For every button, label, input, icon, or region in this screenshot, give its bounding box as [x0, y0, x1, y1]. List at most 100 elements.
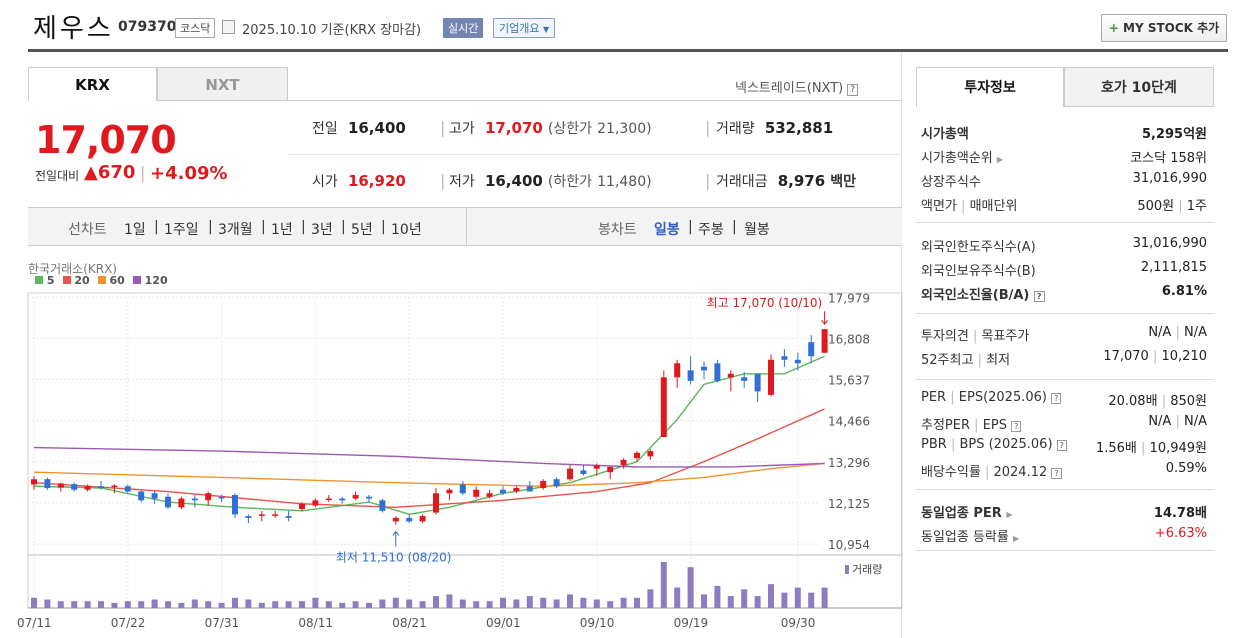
volume-bar: [634, 597, 640, 608]
volume-bar: [31, 597, 37, 608]
volume-bar: [674, 587, 681, 608]
volume-bar: [486, 601, 493, 608]
candle-body: [620, 459, 627, 466]
help-icon[interactable]: ?: [1051, 393, 1062, 404]
volume-bar: [124, 601, 131, 608]
min-arrow-icon: [392, 530, 400, 547]
candle-body: [593, 465, 600, 469]
low-price: 저가 16,400 (하한가 11,480): [449, 172, 652, 190]
row-value: +6.63%: [1154, 526, 1207, 541]
volume-bar: [57, 601, 64, 608]
tab-nxt[interactable]: NXT: [157, 67, 288, 101]
stock-code: 079370: [118, 19, 177, 35]
volume-bar: [540, 597, 547, 608]
separator: |: [140, 163, 146, 182]
volume-bar: [379, 599, 386, 608]
row-market-cap-rank[interactable]: 시가총액순위 ▶ 코스닥 158위: [921, 147, 1207, 167]
plus-icon: +: [1108, 21, 1119, 35]
x-tick-label: 08/21: [392, 616, 427, 630]
row-dividend: 배당수익률 | 2024.12 ? 0.59%: [921, 461, 1207, 481]
volume-bar: [71, 601, 78, 608]
section-divider: [916, 550, 1214, 551]
chevron-down-icon: ▼: [542, 25, 550, 34]
row-value: 14.78배: [1153, 506, 1207, 521]
row-value: 31,016,990: [1132, 236, 1207, 251]
candle-daily[interactable]: 일봉: [654, 222, 680, 238]
period-1y[interactable]: 1년: [271, 222, 293, 238]
row-foreign-limit: 외국인한도주식수(A) 31,016,990: [921, 236, 1207, 256]
change-amount: ▲670: [84, 162, 136, 183]
help-icon[interactable]: ?: [1033, 291, 1045, 302]
volume-bar: [392, 597, 399, 608]
ma5-line: [33, 355, 825, 516]
row-value: 0.59%: [1165, 461, 1207, 476]
row-value: N/A | N/A: [1148, 325, 1207, 340]
candle-body: [580, 470, 587, 474]
candle-body: [245, 516, 252, 518]
volume-bar: [178, 602, 185, 608]
row-value: 500원 | 1주: [1137, 199, 1207, 214]
tab-krx[interactable]: KRX: [28, 67, 157, 101]
volume-bar: [151, 599, 158, 608]
row-per: PER | EPS(2025.06) ? 20.08배 | 850원: [921, 390, 1207, 410]
period-10y[interactable]: 10년: [391, 222, 422, 238]
candle-body: [178, 498, 185, 508]
high-price: 고가 17,070 (상한가 21,300): [449, 119, 652, 137]
candle-body: [406, 517, 413, 522]
mystock-add-button[interactable]: + MY STOCK 추가: [1101, 14, 1227, 42]
candle-body: [218, 496, 225, 499]
prev-close: 전일 16,400: [312, 119, 406, 137]
legend-swatch: [62, 276, 71, 284]
candle-body: [513, 488, 520, 492]
candle-body: [567, 468, 573, 480]
help-icon[interactable]: ?: [1011, 421, 1022, 432]
period-1d[interactable]: 1일: [124, 222, 146, 238]
period-5y[interactable]: 5년: [351, 222, 373, 238]
volume-bar: [258, 602, 265, 608]
row-face-value: 액면가 | 매매단위 500원 | 1주: [921, 195, 1207, 215]
volume-bar: [406, 599, 413, 608]
row-value: 6.81%: [1161, 284, 1207, 299]
row-label: 외국인소진율(B/A) ?: [921, 284, 1045, 303]
volume-bar: [84, 601, 91, 608]
candle-body: [392, 517, 399, 522]
candle-body: [151, 493, 158, 499]
volume-bar: [339, 602, 346, 608]
volume-bar: [218, 602, 225, 608]
volume-bar: [500, 597, 506, 608]
candle-body: [768, 359, 774, 395]
candle-chart-label: 봉차트: [598, 222, 637, 238]
volume-bar: [446, 594, 453, 608]
legend-ma60: 60: [97, 274, 125, 287]
row-52w: 52주최고 | 최저 17,070 | 10,210: [921, 349, 1207, 369]
y-tick-label: 12,125: [828, 497, 870, 511]
realtime-button[interactable]: 실시간: [443, 18, 484, 38]
row-label: 외국인한도주식수(A): [921, 240, 1036, 255]
section-divider: [916, 222, 1214, 223]
candle-body: [138, 491, 145, 501]
tab-invest-info[interactable]: 투자정보: [916, 67, 1064, 107]
period-3y[interactable]: 3년: [311, 222, 333, 238]
volume-bar: [553, 599, 560, 608]
tab-hoga[interactable]: 호가 10단계: [1064, 67, 1214, 107]
candle-monthly[interactable]: 월봉: [744, 222, 770, 238]
help-icon[interactable]: ?: [1051, 468, 1062, 479]
candle-weekly[interactable]: 주봉: [698, 222, 724, 238]
candle-body: [272, 514, 279, 516]
row-value: 17,070 | 10,210: [1103, 349, 1207, 364]
candle-body: [660, 377, 667, 438]
row-foreign-ratio: 외국인소진율(B/A) ? 6.81%: [921, 284, 1207, 304]
row-peer-change[interactable]: 동일업종 등락률 ▶ +6.63%: [921, 526, 1207, 546]
help-icon[interactable]: ?: [1056, 440, 1067, 451]
x-tick-label: 08/11: [298, 616, 333, 630]
row-value: 2,111,815: [1140, 260, 1207, 275]
nxt-link[interactable]: 넥스트레이드(NXT) ?: [735, 77, 859, 96]
row-label: PBR | BPS (2025.06) ?: [921, 437, 1067, 452]
volume-bar: [245, 599, 252, 608]
period-1w[interactable]: 1주일: [164, 222, 199, 238]
row-peer-per[interactable]: 동일업종 PER ▶ 14.78배: [921, 502, 1207, 522]
company-overview-dropdown[interactable]: 기업개요 ▼: [493, 18, 556, 38]
candle-body: [647, 451, 654, 457]
period-3m[interactable]: 3개월: [218, 222, 253, 238]
